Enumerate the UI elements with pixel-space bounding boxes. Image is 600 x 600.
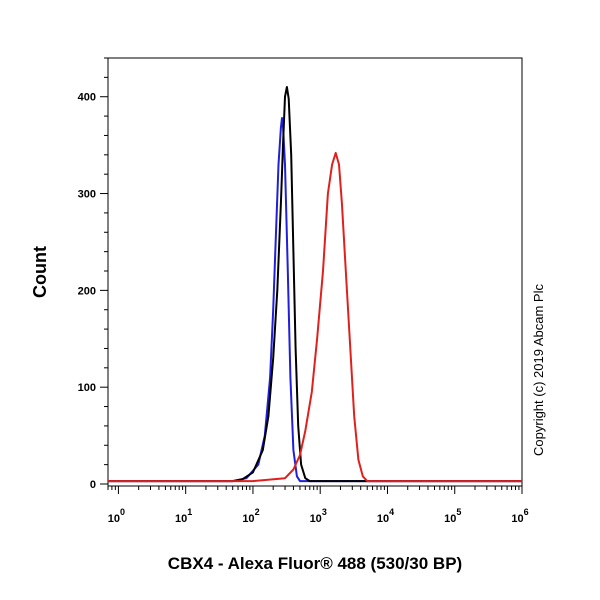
y-axis-title: Count xyxy=(30,246,50,298)
x-tick-label: 104 xyxy=(377,507,394,525)
x-axis: 100 101 102 103 104 105 106 xyxy=(107,486,529,525)
series-line-1 xyxy=(108,117,522,483)
plot-frame xyxy=(107,57,523,487)
x-tick-label: 101 xyxy=(175,507,192,525)
y-tick-label: 0 xyxy=(90,479,96,491)
y-tick-label: 100 xyxy=(78,382,96,394)
x-axis-title: CBX4 - Alexa Fluor® 488 (530/30 BP) xyxy=(168,554,462,573)
x-tick-label: 106 xyxy=(511,507,528,525)
copyright-text: Copyright (c) 2019 Abcam Plc xyxy=(531,284,546,456)
x-tick-label: 105 xyxy=(444,507,461,525)
y-tick-label: 200 xyxy=(78,285,96,297)
y-tick-label: 400 xyxy=(78,92,96,104)
x-tick-label: 100 xyxy=(108,507,125,525)
series-line-3 xyxy=(108,151,522,483)
x-tick-label: 103 xyxy=(310,507,327,525)
series-line-2 xyxy=(108,86,522,483)
series-layer xyxy=(108,86,522,483)
x-tick-label: 102 xyxy=(242,507,259,525)
y-tick-label: 300 xyxy=(78,189,96,201)
y-axis: 0 100 200 300 400 xyxy=(78,57,108,491)
